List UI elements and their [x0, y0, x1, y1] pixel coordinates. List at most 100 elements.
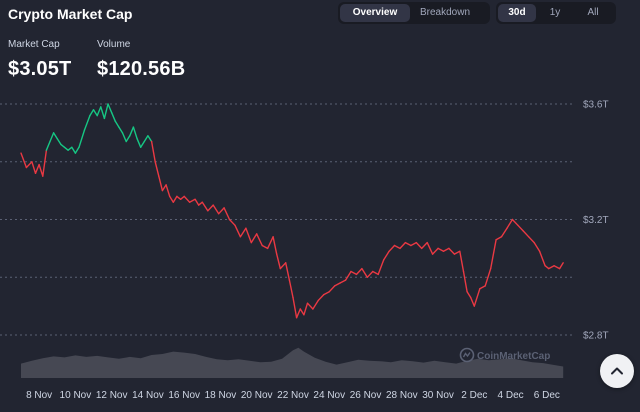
price-segment [261, 244, 269, 250]
price-segment [168, 195, 175, 203]
price-segment [484, 267, 492, 287]
price-segment [459, 250, 465, 273]
price-segment [303, 302, 309, 316]
price-segment [136, 137, 142, 149]
range-30d[interactable]: 30d [498, 4, 536, 22]
price-segment [361, 267, 368, 278]
price-segment [350, 270, 358, 276]
price-segment [212, 204, 220, 215]
x-tick-label: 10 Nov [60, 390, 92, 401]
volume-label: Volume [97, 39, 131, 50]
price-segment [399, 241, 407, 250]
chevron-up-icon [611, 367, 623, 375]
price-segment [78, 129, 86, 149]
price-segment [20, 152, 28, 169]
price-segment [121, 132, 127, 143]
x-tick-label: 28 Nov [386, 390, 418, 401]
price-segment [404, 241, 412, 247]
price-segment [306, 302, 314, 310]
tab-breakdown[interactable]: Breakdown [419, 7, 471, 18]
price-segment [197, 201, 204, 206]
price-segment [239, 227, 247, 238]
price-segment [100, 106, 106, 120]
watermark: CoinMarketCap [459, 347, 550, 363]
range-1y[interactable]: 1y [549, 7, 561, 18]
chart-grid [0, 103, 572, 336]
price-segment [49, 132, 55, 143]
y-tick-label: $3.2T [583, 215, 609, 226]
price-segment [334, 282, 341, 287]
price-segment [256, 233, 263, 247]
x-tick-label: 2 Dec [461, 390, 487, 401]
scroll-to-top-button[interactable] [600, 354, 634, 388]
price-segment [473, 288, 481, 307]
page-title: Crypto Market Cap [8, 6, 133, 22]
x-tick-label: 26 Nov [350, 390, 382, 401]
price-segment [176, 195, 182, 201]
price-segment [522, 230, 530, 238]
price-segment [150, 140, 156, 163]
price-segment [129, 126, 135, 137]
price-segment [323, 291, 330, 296]
price-segment [74, 146, 80, 154]
price-segment [165, 184, 171, 198]
price-segment [114, 120, 120, 128]
price-segment [83, 114, 91, 131]
price-segment [490, 238, 497, 270]
price-line [20, 103, 564, 319]
x-tick-label: 30 Nov [422, 390, 454, 401]
price-segment [223, 207, 231, 221]
coinmarketcap-logo-icon [459, 347, 475, 363]
price-segment [517, 224, 524, 232]
price-segment [339, 279, 347, 284]
price-segment [234, 224, 242, 238]
price-segment [500, 227, 508, 238]
x-tick-label: 14 Nov [132, 390, 164, 401]
range-toggle: 30d 1y All [496, 2, 616, 24]
range-all[interactable]: All [587, 7, 599, 18]
tab-overview[interactable]: Overview [340, 4, 410, 22]
price-segment [285, 262, 291, 281]
price-segment [42, 149, 48, 177]
price-segment [366, 270, 374, 278]
price-segment [34, 163, 40, 175]
price-segment [544, 265, 550, 270]
price-segment [383, 250, 390, 261]
price-segment [442, 247, 450, 253]
price-segment [250, 233, 258, 244]
price-segment [31, 161, 37, 175]
x-tick-label: 8 Nov [26, 390, 52, 401]
y-tick-label: $2.8T [583, 331, 609, 342]
price-segment [533, 241, 541, 253]
price-segment [279, 262, 287, 270]
price-segment [538, 250, 546, 267]
price-segment [125, 135, 131, 143]
market-cap-label: Market Cap [8, 39, 60, 50]
price-segment [266, 236, 274, 250]
price-segment [426, 241, 434, 255]
price-segment [143, 135, 149, 143]
price-segment [388, 244, 396, 253]
price-segment [67, 146, 73, 151]
price-segment [479, 285, 486, 290]
price-segment [495, 236, 503, 241]
price-segment [415, 241, 423, 250]
y-axis: $3.6T $3.2T $2.8T [583, 100, 609, 342]
y-tick-label: $3.6T [583, 100, 609, 111]
x-tick-label: 16 Nov [168, 390, 200, 401]
price-segment [344, 270, 352, 281]
volume-value: $120.56B [97, 58, 186, 80]
price-segment [317, 293, 325, 301]
x-tick-label: 24 Nov [313, 390, 345, 401]
price-segment [470, 296, 475, 307]
price-segment [448, 247, 456, 255]
price-segment [71, 146, 77, 154]
price-segment [179, 195, 185, 201]
volume-fill [21, 347, 564, 378]
price-segment [103, 103, 109, 120]
price-segment [147, 135, 153, 143]
price-segment [45, 140, 51, 151]
price-segment [437, 247, 445, 253]
price-segment [132, 126, 138, 140]
